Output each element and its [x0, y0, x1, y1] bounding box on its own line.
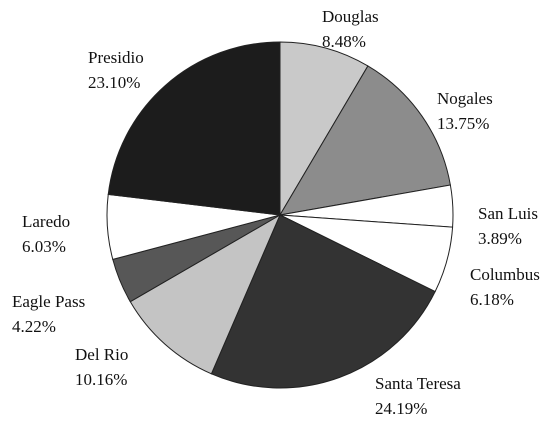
slice-value-label: 6.18%	[470, 290, 514, 309]
slice-label: Columbus	[470, 265, 540, 284]
pie-slice	[210, 214, 436, 389]
slice-value-label: 24.19%	[375, 399, 427, 418]
slice-value-label: 3.89%	[478, 229, 522, 248]
pie-slice	[279, 41, 369, 217]
slice-value-label: 6.03%	[22, 237, 66, 256]
slice-label: Laredo	[22, 212, 70, 231]
pie-slice	[107, 41, 281, 216]
slice-value-label: 23.10%	[88, 73, 140, 92]
slice-label: Douglas	[322, 7, 379, 26]
slice-label: Presidio	[88, 48, 144, 67]
slice-label: Nogales	[437, 89, 493, 108]
slice-value-label: 10.16%	[75, 370, 127, 389]
pie-slice	[129, 213, 282, 375]
slice-label: Santa Teresa	[375, 374, 461, 393]
slice-label: Del Rio	[75, 345, 128, 364]
slice-value-label: 8.48%	[322, 32, 366, 51]
pie-slice	[279, 65, 451, 216]
slice-value-label: 4.22%	[12, 317, 56, 336]
slice-value-label: 13.75%	[437, 114, 489, 133]
slice-label: Eagle Pass	[12, 292, 85, 311]
slice-label: San Luis	[478, 204, 538, 223]
